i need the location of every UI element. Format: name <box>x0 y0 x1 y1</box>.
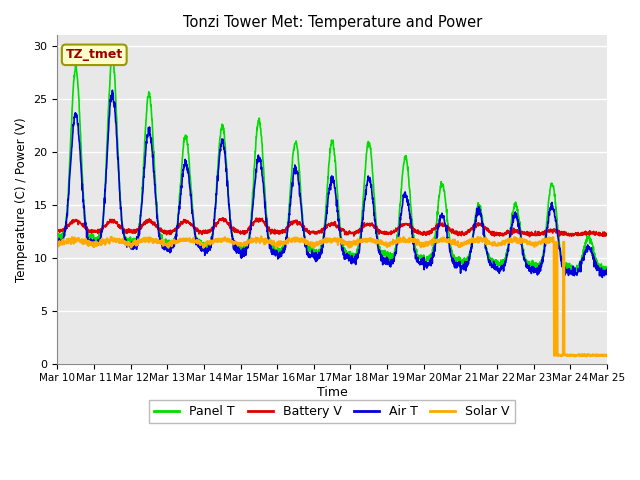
Solar V <box>492 243 500 249</box>
Panel T <box>207 238 215 243</box>
Line: Air T: Air T <box>58 90 607 277</box>
Air T <box>360 203 368 208</box>
Battery V <box>570 232 578 238</box>
X-axis label: Time: Time <box>317 386 348 399</box>
Air T <box>603 266 611 272</box>
Solar V <box>54 243 61 249</box>
Line: Battery V: Battery V <box>58 218 607 237</box>
Line: Solar V: Solar V <box>58 236 607 357</box>
Battery V <box>348 231 356 237</box>
Panel T <box>360 183 368 189</box>
Battery V <box>492 232 500 238</box>
Solar V <box>603 352 611 358</box>
Panel T <box>555 233 563 239</box>
Battery V <box>555 228 563 234</box>
Text: TZ_tmet: TZ_tmet <box>66 48 123 61</box>
Panel T <box>570 267 578 273</box>
Solar V <box>570 353 578 359</box>
Solar V <box>207 239 214 244</box>
Air T <box>54 239 61 244</box>
Battery V <box>360 222 368 228</box>
Air T <box>555 240 563 245</box>
Battery V <box>220 215 227 221</box>
Panel T <box>54 234 61 240</box>
Air T <box>598 275 606 280</box>
Air T <box>207 245 215 251</box>
Battery V <box>525 234 533 240</box>
Air T <box>348 257 356 263</box>
Solar V <box>360 238 368 244</box>
Solar V <box>572 354 579 360</box>
Title: Tonzi Tower Met: Temperature and Power: Tonzi Tower Met: Temperature and Power <box>182 15 482 30</box>
Solar V <box>555 351 563 357</box>
Air T <box>109 87 116 93</box>
Panel T <box>492 257 500 263</box>
Battery V <box>207 227 214 232</box>
Line: Panel T: Panel T <box>58 54 607 272</box>
Battery V <box>603 232 611 238</box>
Panel T <box>603 266 611 272</box>
Panel T <box>108 51 116 57</box>
Battery V <box>54 227 61 233</box>
Legend: Panel T, Battery V, Air T, Solar V: Panel T, Battery V, Air T, Solar V <box>150 400 515 423</box>
Y-axis label: Temperature (C) / Power (V): Temperature (C) / Power (V) <box>15 117 28 282</box>
Panel T <box>567 269 575 275</box>
Solar V <box>257 233 265 239</box>
Panel T <box>348 255 356 261</box>
Air T <box>570 270 578 276</box>
Solar V <box>348 241 356 247</box>
Air T <box>492 267 500 273</box>
